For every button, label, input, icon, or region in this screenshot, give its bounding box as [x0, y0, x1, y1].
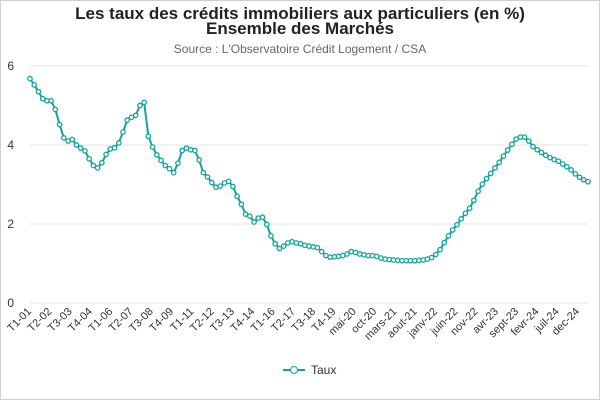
data-point [559, 161, 566, 167]
data-point [192, 147, 198, 154]
data-point [225, 178, 232, 185]
data-point [200, 169, 207, 176]
data-point [234, 193, 240, 200]
data-point [99, 159, 105, 166]
data-point [238, 201, 245, 208]
data-point [471, 197, 477, 204]
chart-subtitle: Ensemble des Marchés [205, 19, 395, 38]
data-point [56, 121, 63, 128]
data-point [208, 179, 215, 186]
data-point [542, 152, 549, 159]
data-point [196, 157, 202, 163]
data-point [344, 251, 350, 257]
data-point [585, 178, 591, 185]
data-point [120, 129, 126, 135]
data-point [268, 233, 274, 239]
data-point [432, 251, 439, 258]
data-point [166, 165, 173, 172]
data-point [462, 210, 469, 217]
data-point [158, 157, 164, 164]
y-tick-label: 6 [7, 59, 14, 73]
data-point [449, 227, 456, 233]
data-point [162, 162, 169, 169]
chart-source: Source : L'Observatoire Crédit Logement … [173, 42, 427, 56]
data-point [132, 112, 139, 119]
data-point [483, 175, 490, 182]
data-point [124, 117, 131, 123]
data-point [475, 188, 481, 195]
data-point [90, 162, 97, 169]
data-point [246, 213, 253, 219]
data-point [525, 138, 532, 144]
data-point [137, 102, 143, 109]
data-point [555, 158, 562, 165]
data-point [530, 143, 536, 150]
data-point [492, 165, 498, 171]
data-point [509, 141, 515, 148]
data-point [487, 170, 494, 177]
data-point [504, 147, 511, 153]
y-tick-label: 2 [7, 217, 14, 231]
data-point [479, 181, 486, 187]
data-point [280, 243, 287, 249]
data-point [103, 151, 109, 158]
data-point [94, 165, 101, 171]
data-point [27, 75, 33, 82]
data-point [149, 144, 156, 150]
data-point [428, 254, 435, 261]
data-point [538, 149, 545, 156]
data-point [52, 106, 59, 113]
legend-swatch [283, 365, 305, 375]
chart-legend: Taux [283, 363, 336, 377]
data-point [251, 219, 257, 225]
data-point [179, 147, 186, 154]
data-point [31, 82, 38, 88]
data-point [314, 244, 321, 251]
data-point [217, 183, 224, 189]
data-point [500, 153, 507, 159]
data-point [35, 88, 42, 95]
data-point [111, 144, 118, 151]
data-point [445, 233, 452, 239]
data-point [153, 152, 160, 158]
data-point [73, 142, 80, 148]
data-point [60, 135, 67, 141]
y-tick-label: 0 [7, 296, 14, 310]
data-point [115, 140, 122, 146]
y-tick-label: 4 [7, 138, 14, 152]
data-point [572, 170, 579, 177]
data-point [441, 239, 448, 246]
data-point [466, 205, 473, 212]
data-point [318, 248, 325, 255]
chart-title: Les taux des crédits immobiliers aux par… [75, 4, 525, 23]
data-point [204, 174, 211, 180]
data-point [564, 163, 570, 170]
data-point [576, 174, 583, 181]
data-point [437, 246, 443, 253]
data-point [82, 148, 88, 154]
data-point [263, 221, 270, 228]
data-point [145, 133, 152, 140]
data-point [458, 216, 465, 222]
data-point [141, 99, 147, 106]
data-point [534, 146, 541, 153]
data-point [77, 145, 84, 152]
data-point [276, 245, 283, 252]
data-point [86, 155, 93, 162]
data-point [454, 221, 460, 228]
legend-label: Taux [311, 363, 337, 377]
data-point [69, 136, 76, 143]
data-point [48, 97, 54, 104]
data-point [230, 183, 236, 190]
series-line-taux [29, 78, 589, 262]
data-point [175, 160, 181, 167]
data-point [259, 214, 266, 221]
data-point [170, 169, 177, 176]
data-point [568, 167, 574, 173]
data-point [521, 134, 528, 140]
data-point [496, 159, 503, 166]
data-point [272, 240, 279, 247]
